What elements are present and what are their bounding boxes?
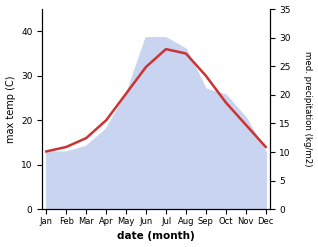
Y-axis label: med. precipitation (kg/m2): med. precipitation (kg/m2) xyxy=(303,51,313,167)
X-axis label: date (month): date (month) xyxy=(117,231,195,242)
Y-axis label: max temp (C): max temp (C) xyxy=(5,75,16,143)
